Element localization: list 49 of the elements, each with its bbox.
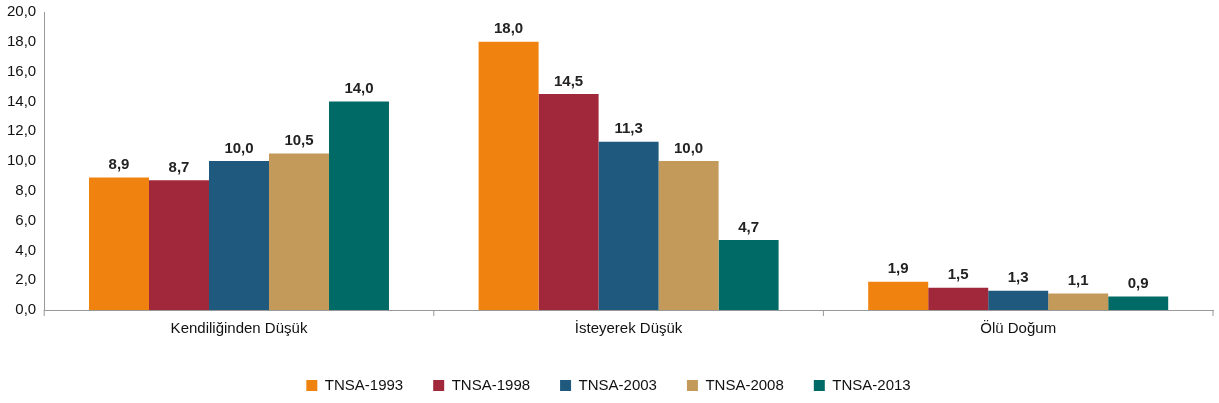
data-label: 10,0 bbox=[673, 138, 704, 156]
legend-label: TNSA-2008 bbox=[705, 375, 784, 393]
data-label: 4,7 bbox=[738, 217, 760, 235]
bar bbox=[1048, 293, 1109, 310]
bar bbox=[328, 101, 389, 310]
bar bbox=[868, 281, 929, 310]
y-tick-label: 2,0 bbox=[15, 270, 37, 288]
bar bbox=[209, 161, 269, 310]
data-label: 1,1 bbox=[1067, 271, 1089, 289]
bar bbox=[598, 141, 659, 310]
bar bbox=[988, 290, 1049, 310]
y-tick-label: 18,0 bbox=[6, 31, 37, 49]
y-tick-label: 4,0 bbox=[15, 240, 37, 258]
bar bbox=[1108, 296, 1169, 310]
data-label: 18,0 bbox=[494, 19, 524, 37]
data-label: 14,0 bbox=[344, 79, 374, 97]
bar bbox=[269, 153, 329, 310]
legend-label: TNSA-1998 bbox=[451, 375, 531, 393]
bar bbox=[928, 287, 989, 310]
y-tick-label: 10,0 bbox=[6, 151, 37, 169]
x-tick-label: Ölü Doğum bbox=[980, 319, 1057, 337]
data-label: 0,9 bbox=[1127, 274, 1149, 292]
x-tick-label: Kendiliğinden Düşük bbox=[170, 319, 308, 337]
data-label: 10,0 bbox=[224, 138, 254, 156]
data-label: 1,3 bbox=[1007, 268, 1029, 286]
y-tick-label: 12,0 bbox=[6, 121, 37, 139]
y-tick-label: 8,0 bbox=[15, 180, 37, 198]
y-tick-label: 0,0 bbox=[15, 300, 37, 318]
data-label: 1,5 bbox=[947, 265, 969, 283]
y-tick-label: 6,0 bbox=[15, 210, 37, 228]
y-tick-label: 20,0 bbox=[6, 2, 37, 20]
x-tick-label: İsteyerek Düşük bbox=[574, 319, 683, 337]
bar bbox=[538, 93, 599, 310]
y-tick-label: 16,0 bbox=[6, 61, 37, 79]
bar bbox=[478, 41, 539, 310]
legend-label: TNSA-2003 bbox=[578, 375, 657, 393]
data-label: 14,5 bbox=[554, 71, 584, 89]
bar bbox=[89, 177, 149, 310]
data-label: 8,7 bbox=[168, 158, 190, 176]
data-label: 11,3 bbox=[614, 119, 643, 137]
legend-label: TNSA-2013 bbox=[832, 375, 911, 393]
y-tick-label: 14,0 bbox=[6, 91, 37, 109]
data-label: 10,5 bbox=[284, 131, 314, 149]
data-label: 8,9 bbox=[108, 155, 130, 173]
bar bbox=[658, 161, 719, 310]
bar bbox=[718, 239, 779, 310]
bar bbox=[149, 180, 209, 310]
legend-label: TNSA-1993 bbox=[324, 375, 404, 393]
data-label: 1,9 bbox=[887, 259, 909, 277]
